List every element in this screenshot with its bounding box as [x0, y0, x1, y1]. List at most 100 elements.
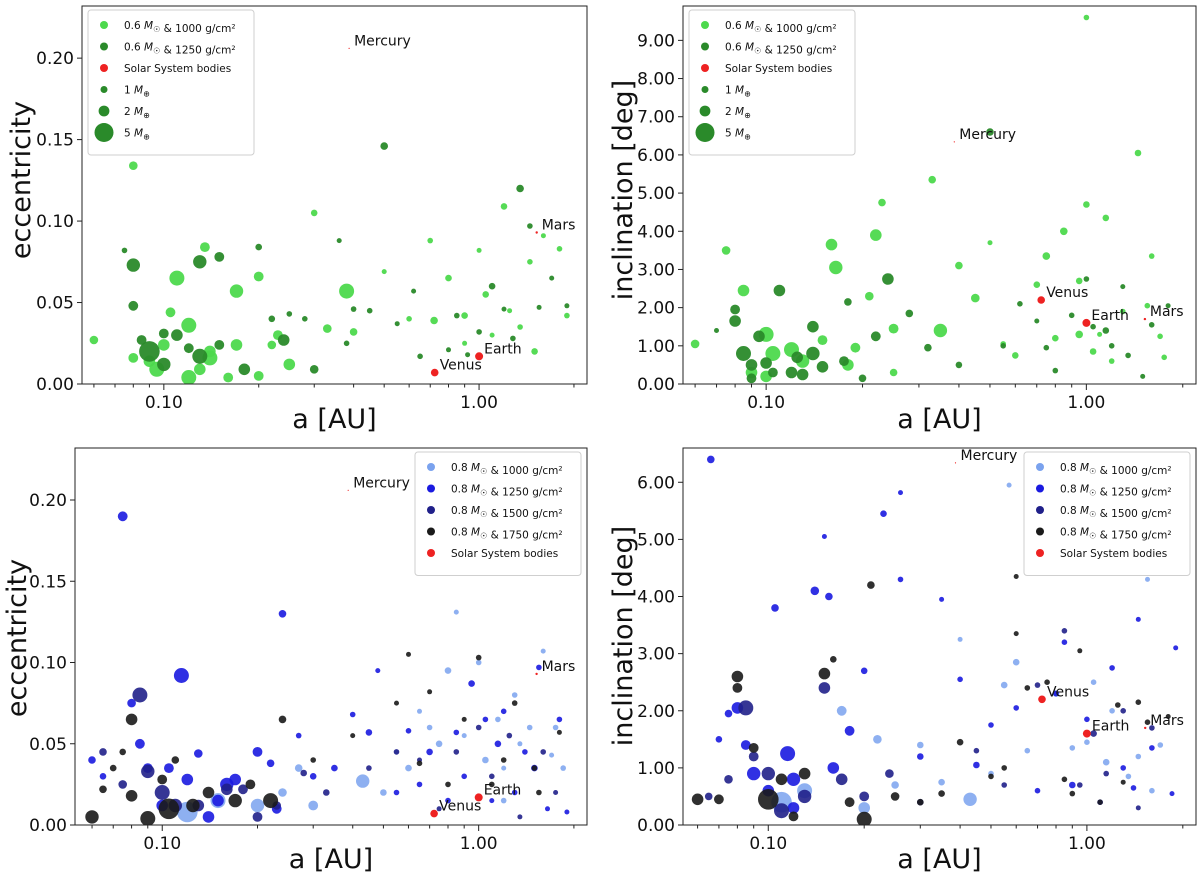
data-point [564, 809, 570, 815]
data-point [1090, 679, 1097, 685]
data-point [495, 716, 501, 723]
data-point [1135, 805, 1141, 811]
data-point [1165, 714, 1171, 719]
data-point [1077, 648, 1083, 654]
data-point [1169, 791, 1175, 797]
data-point [724, 709, 733, 718]
x-tick-label: 0.10 [143, 834, 181, 854]
data-point [1082, 318, 1091, 327]
x-tick-label: 1.00 [1068, 834, 1106, 854]
data-point [1135, 616, 1141, 622]
data-point [461, 716, 467, 722]
data-point [1075, 277, 1083, 285]
data-point [731, 670, 744, 683]
legend-label: 0.6 M☉ & 1250 g/cm² [124, 42, 236, 57]
data-point [839, 356, 849, 366]
data-point [229, 284, 244, 298]
data-point [753, 330, 765, 343]
data-point [858, 802, 870, 814]
data-point [560, 765, 566, 771]
planet-label-mars: Mars [1150, 713, 1184, 729]
data-point [475, 659, 482, 666]
data-point [954, 462, 957, 464]
data-point [445, 274, 452, 282]
data-point [128, 353, 139, 363]
data-point [268, 315, 276, 323]
legend-label: 0.8 M☉ & 1000 g/cm² [451, 462, 563, 477]
legend-marker [427, 549, 435, 557]
data-point [453, 729, 460, 736]
data-point [482, 716, 489, 723]
data-point [745, 359, 758, 371]
data-point [1144, 726, 1147, 730]
data-point [1108, 358, 1115, 364]
legend-label: 0.6 M☉ & 1250 g/cm² [725, 42, 837, 57]
data-point [986, 128, 994, 136]
y-tick-label: 1.00 [637, 337, 675, 357]
data-point [1149, 745, 1155, 751]
data-point [1120, 284, 1126, 290]
legend-label: 5 M⊕ [124, 128, 150, 142]
data-point [500, 797, 507, 804]
data-point [1053, 690, 1059, 697]
data-point [527, 259, 533, 265]
data-point [405, 764, 412, 772]
data-point [917, 753, 924, 760]
y-tick-label: 5.00 [637, 184, 675, 204]
data-point [1134, 149, 1142, 157]
data-point [302, 316, 308, 322]
y-tick-label: 0.15 [36, 131, 74, 151]
data-point [267, 340, 277, 350]
data-point [1102, 214, 1110, 222]
data-point [127, 698, 136, 708]
data-point [173, 668, 189, 683]
data-point [748, 743, 759, 753]
x-tick-label: 0.10 [747, 393, 785, 413]
data-point [787, 802, 800, 814]
data-point [870, 331, 881, 342]
data-point [844, 725, 855, 736]
data-point [228, 793, 242, 808]
data-point [85, 810, 99, 824]
data-point [1090, 323, 1096, 330]
data-points [691, 455, 1179, 825]
data-point [393, 789, 400, 796]
y-tick-label: 0.10 [36, 212, 74, 232]
data-point [426, 748, 433, 756]
legend-label: 0.8 M☉ & 1750 g/cm² [1060, 527, 1172, 542]
x-axis-label: a [AU] [897, 404, 981, 435]
data-point [818, 667, 831, 680]
data-point [1157, 333, 1163, 340]
data-point [1120, 708, 1126, 714]
data-point [489, 798, 495, 804]
data-point [938, 778, 945, 786]
data-point [747, 766, 761, 781]
data-point [1052, 367, 1059, 374]
data-point [791, 351, 803, 364]
data-point [1052, 334, 1059, 342]
data-point [140, 811, 156, 825]
data-point [349, 711, 356, 718]
data-point [494, 740, 502, 748]
data-point [549, 752, 555, 758]
data-point [489, 332, 495, 338]
data-point [844, 797, 855, 808]
data-point [253, 371, 264, 381]
data-point [1120, 308, 1126, 315]
planet-label-earth: Earth [484, 341, 522, 357]
data-point [891, 781, 899, 789]
data-point [1068, 312, 1075, 319]
data-point [238, 784, 248, 795]
data-point [214, 340, 225, 350]
data-point [406, 316, 412, 322]
data-point [957, 676, 963, 683]
data-point [1034, 682, 1041, 688]
data-point [856, 811, 872, 825]
data-point [859, 791, 870, 802]
data-point [200, 242, 210, 253]
data-point [963, 792, 977, 806]
data-point [810, 586, 820, 596]
data-point [406, 651, 411, 657]
data-point [250, 798, 265, 813]
